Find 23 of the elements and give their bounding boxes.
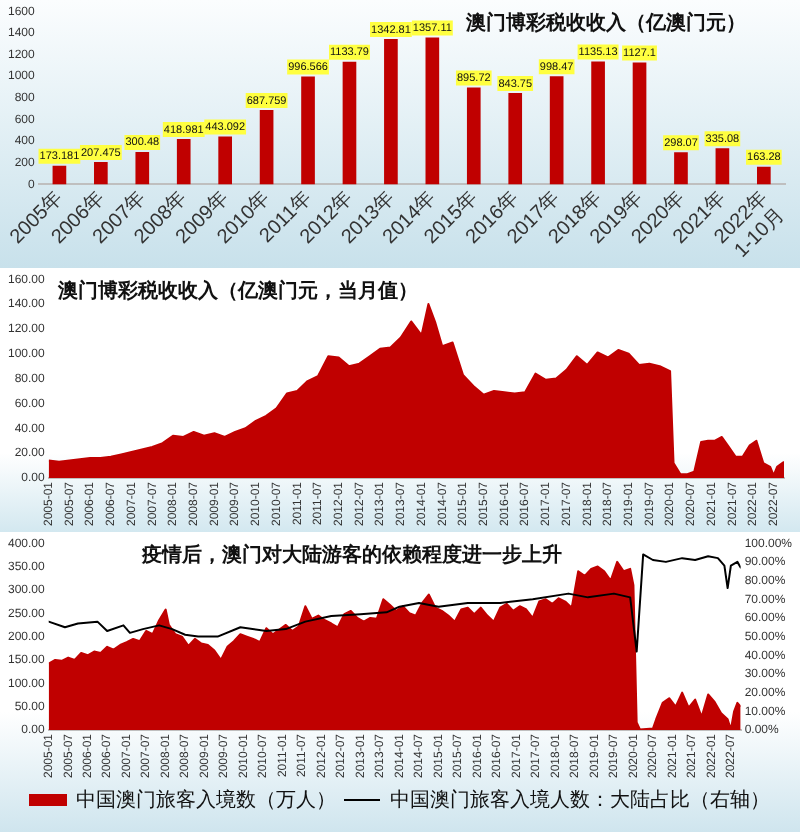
bar — [549, 76, 564, 185]
bar — [591, 61, 605, 185]
bar — [674, 152, 688, 185]
bar — [757, 166, 771, 185]
chart-title: 澳门博彩税收收入（亿澳门元，当月值） — [55, 278, 418, 303]
bar — [135, 151, 150, 185]
legend-label: 中国澳门旅客入境人数：大陆占比（右轴） — [390, 787, 770, 812]
bar — [715, 148, 730, 185]
bar — [425, 37, 440, 185]
legend-label: 中国澳门旅客入境数（万人） — [76, 787, 336, 812]
bar — [218, 136, 232, 185]
bar — [632, 62, 647, 185]
chart-title: 澳门博彩税收收入（亿澳门元） — [463, 10, 746, 35]
chart-title: 疫情后，澳门对大陆游客的依赖程度进一步上升 — [140, 542, 563, 567]
bar — [466, 87, 481, 185]
bar — [508, 93, 523, 185]
bar — [384, 39, 398, 185]
bar — [301, 76, 315, 185]
bar — [342, 61, 357, 185]
bar — [176, 139, 191, 185]
bar — [259, 109, 274, 185]
bar — [94, 161, 108, 185]
bar — [52, 165, 67, 185]
